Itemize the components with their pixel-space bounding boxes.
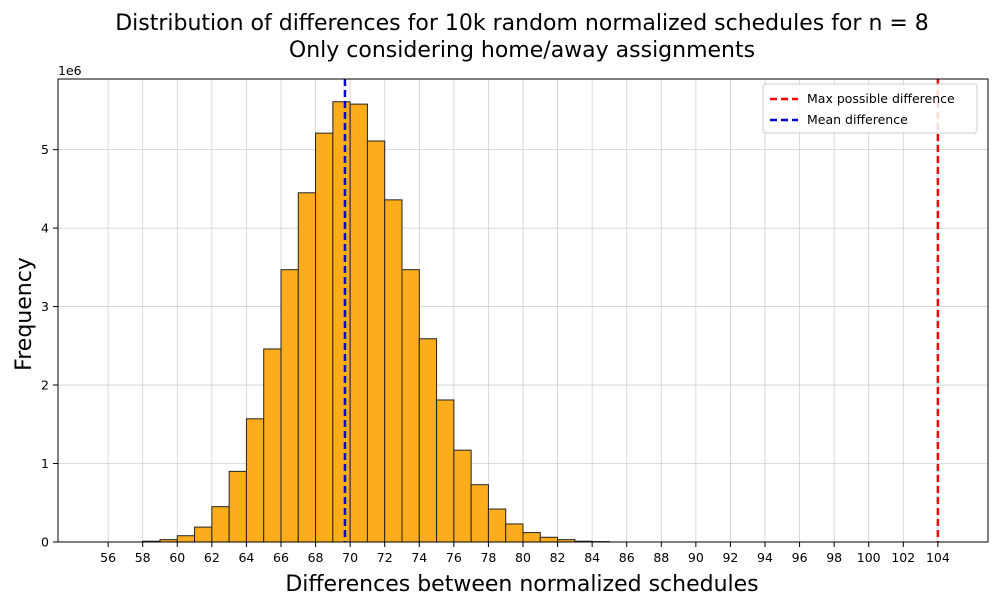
x-tick-label: 62 (204, 550, 220, 565)
histogram-bar (263, 348, 282, 543)
x-tick-label: 88 (653, 550, 669, 565)
x-tick-label: 94 (757, 550, 773, 565)
histogram-bar (332, 101, 351, 543)
y-axis-ticks: 0 1 2 3 4 5 (41, 142, 58, 550)
x-tick-label: 90 (688, 550, 704, 565)
x-tick-label: 82 (550, 550, 566, 565)
x-tick-label: 78 (480, 550, 496, 565)
histogram-bar (522, 532, 541, 543)
histogram-bar (436, 399, 455, 543)
x-tick-label: 66 (273, 550, 289, 565)
histogram-bars (142, 101, 610, 543)
x-tick-label: 74 (411, 550, 427, 565)
histogram-bar (453, 449, 472, 543)
x-tick-label: 102 (891, 550, 915, 565)
histogram-bar (349, 103, 368, 543)
x-tick-label: 76 (446, 550, 462, 565)
y-tick-label: 2 (41, 378, 49, 393)
x-tick-label: 58 (135, 550, 151, 565)
legend-label-mean-difference: Mean difference (807, 112, 908, 127)
x-tick-label: 96 (792, 550, 808, 565)
chart-title-line-2: Only considering home/away assignments (289, 38, 755, 63)
y-axis-label: Frequency (12, 257, 37, 371)
histogram-bar (487, 508, 507, 543)
histogram-bar (228, 470, 247, 543)
histogram-bar (176, 535, 196, 543)
histogram-bar (418, 338, 438, 543)
x-tick-label: 84 (584, 550, 600, 565)
x-axis-label: Differences between normalized schedules (285, 572, 758, 597)
y-tick-label: 0 (41, 535, 49, 550)
x-tick-label: 80 (515, 550, 531, 565)
y-tick-label: 3 (41, 299, 49, 314)
reference-lines (343, 79, 940, 542)
x-tick-label: 92 (722, 550, 738, 565)
histogram-bar (470, 484, 489, 543)
chart-title-line-1: Distribution of differences for 10k rand… (115, 11, 929, 36)
histogram-bar (401, 269, 420, 543)
x-tick-label: 72 (377, 550, 393, 565)
grid-lines (58, 79, 988, 543)
histogram-bar (505, 523, 524, 543)
histogram-bar (366, 140, 386, 543)
x-tick-label: 56 (100, 550, 116, 565)
histogram-bar (280, 269, 299, 543)
histogram-bar (245, 418, 265, 543)
x-tick-label: 60 (169, 550, 185, 565)
histogram-bar (384, 199, 403, 543)
x-tick-label: 64 (238, 550, 254, 565)
y-tick-label: 4 (41, 221, 49, 236)
x-tick-label: 86 (619, 550, 635, 565)
x-tick-label: 98 (826, 550, 842, 565)
x-tick-label: 70 (342, 550, 358, 565)
legend-box (762, 83, 978, 134)
histogram-bar (194, 526, 213, 543)
histogram-bar (297, 192, 317, 543)
x-tick-label: 100 (857, 550, 881, 565)
y-tick-label: 5 (41, 142, 49, 157)
legend-label-max-difference: Max possible difference (807, 91, 955, 106)
histogram-bar (211, 506, 230, 543)
y-tick-label: 1 (41, 456, 49, 471)
x-tick-label: 104 (926, 550, 950, 565)
histogram-bar (315, 132, 334, 543)
legend: Max possible difference Mean difference (762, 83, 978, 134)
x-tick-label: 68 (308, 550, 324, 565)
x-axis-ticks: 56 58 60 62 64 66 68 70 72 74 76 78 80 82 84 86 88 90 92 94… (100, 542, 950, 565)
y-axis-offset-label: 1e6 (58, 63, 82, 78)
histogram-bar (539, 536, 559, 543)
